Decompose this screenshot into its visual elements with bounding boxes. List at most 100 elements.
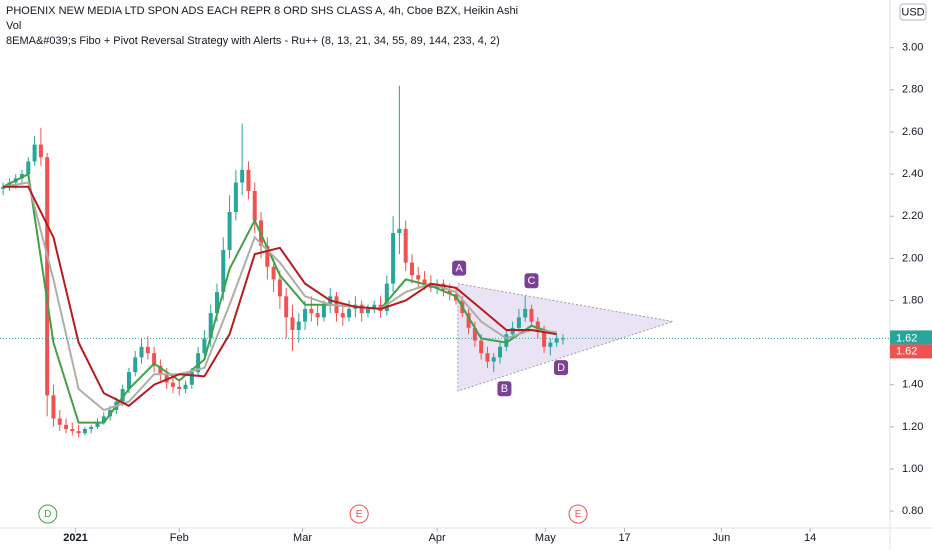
last-price-label-alt: 1.62 (896, 345, 917, 357)
candle-body (510, 327, 515, 335)
candle-body (447, 289, 452, 295)
x-tick-label: Mar (293, 532, 312, 544)
candle-body (126, 372, 131, 389)
pattern-label: D (557, 362, 565, 374)
candle-body (57, 418, 62, 425)
currency[interactable]: USD (901, 6, 924, 18)
candle-body (246, 169, 251, 191)
x-tick-label: 14 (804, 532, 816, 544)
candle-body (214, 292, 219, 314)
candle-body (32, 144, 37, 162)
candle-body (202, 338, 207, 354)
event-label: E (356, 509, 363, 520)
x-tick-label: May (535, 532, 556, 544)
candle-body (227, 212, 232, 250)
candle-body (271, 266, 276, 280)
ema-line (3, 185, 557, 408)
volume-label: Vol (6, 20, 21, 32)
candle-body (120, 388, 125, 402)
last-price-tag-alt (890, 344, 932, 359)
y-tick-label: 2.80 (902, 84, 923, 96)
candle-body (89, 426, 94, 429)
candle-body (359, 304, 364, 314)
currency-box[interactable] (899, 3, 927, 21)
candle-body (309, 308, 314, 314)
x-tick-label: 17 (618, 532, 630, 544)
candle-body (38, 144, 43, 158)
indicator-label: 8EMA&#039;s Fibo + Pivot Reversal Strate… (6, 35, 500, 47)
candle-body (548, 342, 553, 347)
pattern-point (524, 273, 539, 289)
candle-body (145, 346, 150, 354)
candle-body (472, 327, 477, 341)
pattern-label: C (528, 275, 536, 287)
pattern-point (497, 381, 512, 397)
candle-body (485, 353, 490, 362)
candle-body (340, 313, 345, 318)
y-tick-label: 2.00 (902, 252, 923, 264)
candle-body (296, 321, 301, 330)
candle-body (303, 308, 308, 322)
candle-body (240, 169, 245, 183)
ema-line (2, 181, 557, 412)
candle-body (1, 186, 6, 189)
candle-body (422, 279, 427, 284)
y-tick-label: 2.40 (902, 168, 923, 180)
pattern-point (554, 360, 569, 376)
candle-body (554, 338, 559, 343)
candle-body (416, 275, 421, 280)
y-tick-label: 2.60 (902, 126, 923, 138)
candle-body (177, 386, 182, 389)
candle-body (101, 416, 106, 423)
candle-body (529, 308, 534, 322)
candle-body (397, 228, 402, 234)
candle-body (95, 422, 100, 427)
event-label: E (575, 509, 582, 520)
y-tick-label: 1.00 (902, 463, 923, 475)
candle-body (221, 249, 226, 293)
candle-body (372, 304, 377, 309)
candle-body (189, 372, 194, 385)
candle-body (133, 357, 138, 373)
candle-body (152, 353, 157, 366)
candle-body (139, 346, 144, 358)
candle-body (170, 382, 175, 387)
candle-body (409, 262, 414, 276)
candle-body (403, 228, 408, 263)
y-tick-label: 2.20 (902, 210, 923, 222)
event-label: D (44, 509, 51, 520)
candle-body (26, 161, 31, 175)
candle-body (347, 308, 352, 318)
candle-body (560, 338, 565, 340)
candle-body (76, 431, 81, 434)
event-marker (349, 504, 369, 524)
candle-body (233, 182, 238, 213)
candle-body (277, 279, 282, 297)
candle-body (208, 313, 213, 339)
plot: 3.002.802.602.402.202.001.801.601.401.20… (0, 42, 923, 544)
candle-body (82, 428, 87, 434)
candle-body (365, 308, 370, 314)
candle-body (51, 395, 56, 419)
candle-body (290, 317, 295, 330)
candle-body (45, 157, 50, 396)
triangle-pattern (457, 283, 674, 392)
candle-body (321, 304, 326, 318)
candle-body (391, 233, 396, 284)
x-tick-label: Feb (170, 532, 189, 544)
candle-body (196, 353, 201, 373)
candle-body (284, 296, 289, 318)
event-marker (38, 504, 58, 524)
event-marker (568, 504, 588, 524)
pattern-label: A (455, 263, 463, 275)
y-tick-label: 0.80 (902, 505, 923, 517)
last-price-tag (890, 330, 932, 345)
y-tick-label: 3.00 (902, 42, 923, 54)
candle-body (479, 340, 484, 354)
y-tick-label: 1.20 (902, 421, 923, 433)
candle-body (498, 346, 503, 358)
chart-title: PHOENIX NEW MEDIA LTD SPON ADS EACH REPR… (6, 5, 518, 17)
